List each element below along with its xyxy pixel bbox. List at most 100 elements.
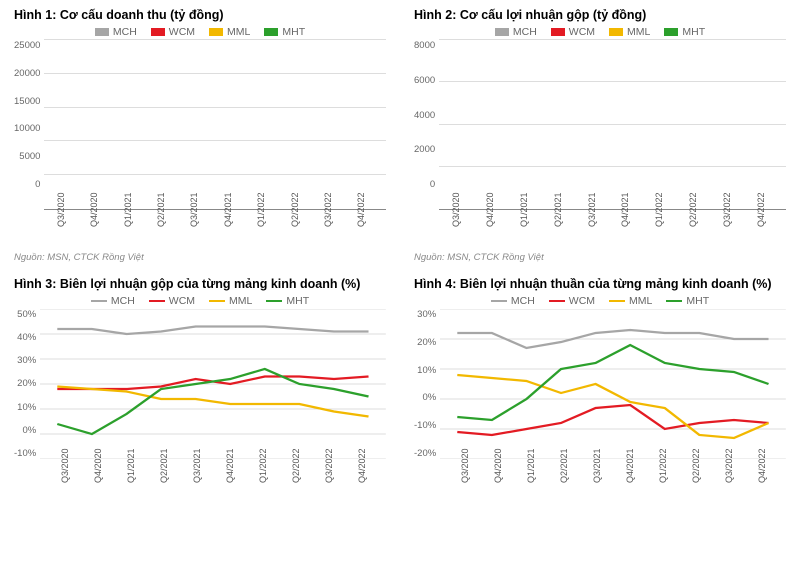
xlabel: Q1/2021 — [526, 465, 536, 483]
ytick: 4000 — [414, 110, 435, 121]
xlabel: Q3/2021 — [592, 465, 602, 483]
chart4-xaxis: Q3/2020Q4/2020Q1/2021Q2/2021Q3/2021Q4/20… — [448, 461, 786, 471]
chart1-yaxis: 2500020000150001000050000 — [14, 40, 44, 210]
legend-item-MML: MML — [209, 295, 252, 307]
legend-item-MCH: MCH — [495, 26, 537, 38]
gridline — [44, 174, 386, 175]
chart3-legend: MCH WCM MML MHT — [14, 295, 386, 307]
ytick: 40% — [17, 332, 36, 343]
legend-label: MCH — [513, 26, 537, 38]
line-MML — [57, 387, 368, 417]
chart3-xaxis: Q3/2020Q4/2020Q1/2021Q2/2021Q3/2021Q4/20… — [48, 461, 386, 471]
xlabel: Q2/2021 — [156, 209, 166, 227]
legend-swatch — [549, 300, 565, 302]
chart2-source: Nguồn: MSN, CTCK Rồng Việt — [414, 252, 786, 263]
legend-swatch — [551, 28, 565, 36]
xlabel: Q2/2022 — [291, 465, 301, 483]
chart1-title: Hình 1: Cơ cấu doanh thu (tỷ đồng) — [14, 8, 386, 22]
ytick: 5000 — [19, 151, 40, 162]
xlabel: Q4/2022 — [357, 465, 367, 483]
legend-label: MML — [629, 295, 652, 307]
legend-swatch — [95, 28, 109, 36]
legend-item-MCH: MCH — [91, 295, 135, 307]
legend-swatch — [495, 28, 509, 36]
chart1-body: 2500020000150001000050000 Q3/2020Q4/2020… — [14, 40, 386, 210]
ytick: 20% — [17, 378, 36, 389]
ytick: 50% — [17, 309, 36, 320]
xlabel: Q1/2021 — [519, 209, 529, 227]
xlabel: Q4/2020 — [89, 209, 99, 227]
chart4-panel: Hình 4: Biên lợi nhuận thuần của từng mả… — [414, 277, 786, 471]
ytick: -20% — [414, 448, 436, 459]
legend-swatch — [149, 300, 165, 302]
xlabel: Q4/2022 — [756, 209, 766, 227]
xlabel: Q1/2021 — [123, 209, 133, 227]
chart2-yaxis: 80006000400020000 — [414, 40, 439, 210]
xlabel: Q3/2021 — [189, 209, 199, 227]
chart2-bars — [439, 40, 786, 209]
gridline — [439, 124, 786, 125]
xlabel: Q3/2022 — [724, 465, 734, 483]
xlabel: Q3/2022 — [323, 209, 333, 227]
legend-item-MCH: MCH — [491, 295, 535, 307]
chart1-xaxis: Q3/2020Q4/2020Q1/2021Q2/2021Q3/2021Q4/20… — [44, 209, 386, 219]
legend-item-MML: MML — [609, 26, 650, 38]
xlabel: Q4/2022 — [757, 465, 767, 483]
legend-swatch — [91, 300, 107, 302]
chart1-legend: MCH WCM MML MHT — [14, 26, 386, 38]
xlabel: Q3/2020 — [56, 209, 66, 227]
xlabel: Q3/2022 — [722, 209, 732, 227]
legend-item-MCH: MCH — [95, 26, 137, 38]
xlabel: Q4/2022 — [356, 209, 366, 227]
chart1-plot: Q3/2020Q4/2020Q1/2021Q2/2021Q3/2021Q4/20… — [44, 40, 386, 210]
line-WCM — [457, 405, 768, 435]
legend-label: WCM — [569, 295, 595, 307]
ytick: 25000 — [14, 40, 40, 51]
legend-swatch — [266, 300, 282, 302]
chart4-body: 30%20%10%0%-10%-20% — [414, 309, 786, 459]
chart4-legend: MCHWCMMMLMHT — [414, 295, 786, 307]
gridline — [44, 73, 386, 74]
legend-label: MHT — [286, 295, 309, 307]
legend-item-WCM: WCM — [151, 26, 195, 38]
ytick: 0 — [430, 179, 435, 190]
chart4-plot — [440, 309, 786, 459]
legend-label: MCH — [511, 295, 535, 307]
xlabel: Q4/2021 — [620, 209, 630, 227]
xlabel: Q2/2021 — [553, 209, 563, 227]
chart3-svg — [40, 309, 386, 459]
legend-item-WCM: WCM — [551, 26, 595, 38]
gridline — [439, 39, 786, 40]
gridline — [439, 81, 786, 82]
xlabel: Q2/2021 — [559, 465, 569, 483]
chart3-panel: Hình 3: Biên lợi nhuận gộp của từng mảng… — [14, 277, 386, 471]
xlabel: Q3/2020 — [451, 209, 461, 227]
ytick: -10% — [14, 448, 36, 459]
chart3-body: 50%40%30%20%10%0%-10% — [14, 309, 386, 459]
xlabel: Q3/2022 — [324, 465, 334, 483]
xlabel: Q3/2020 — [60, 465, 70, 483]
legend-swatch — [209, 28, 223, 36]
xlabel: Q1/2022 — [654, 209, 664, 227]
xlabel: Q1/2022 — [256, 209, 266, 227]
legend-swatch — [151, 28, 165, 36]
ytick: 30% — [17, 355, 36, 366]
ytick: 2000 — [414, 144, 435, 155]
ytick: 0% — [422, 392, 436, 403]
legend-swatch — [264, 28, 278, 36]
xlabel: Q4/2021 — [223, 209, 233, 227]
legend-label: MCH — [113, 26, 137, 38]
legend-item-MHT: MHT — [264, 26, 305, 38]
legend-label: WCM — [169, 26, 195, 38]
ytick: 20% — [417, 337, 436, 348]
legend-item-MML: MML — [209, 26, 250, 38]
xlabel: Q2/2022 — [290, 209, 300, 227]
ytick: 0 — [35, 179, 40, 190]
xlabel: Q3/2021 — [587, 209, 597, 227]
legend-label: MML — [627, 26, 650, 38]
legend-label: MHT — [682, 26, 705, 38]
legend-swatch — [609, 300, 625, 302]
legend-item-WCM: WCM — [149, 295, 195, 307]
legend-swatch — [664, 28, 678, 36]
chart2-body: 80006000400020000 Q3/2020Q4/2020Q1/2021Q… — [414, 40, 786, 210]
